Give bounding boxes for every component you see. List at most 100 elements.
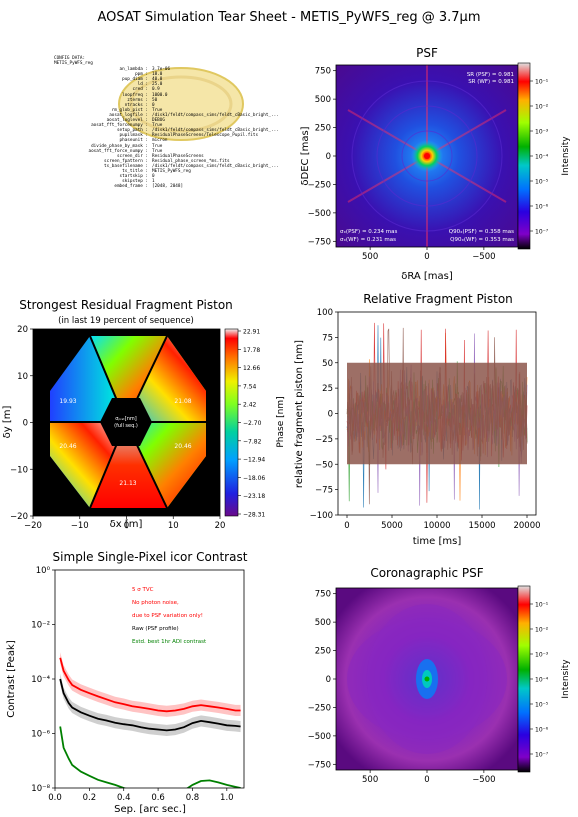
y-tick-label: 0 [326,675,331,685]
fragmap-ylabel: δy [m] [2,406,13,439]
y-tick-label: −75 [315,486,333,496]
x-tick-label: 0 [124,521,129,531]
x-tick-label: −20 [24,521,42,531]
fragmap-val-2: 21.08 [174,398,191,405]
y-tick-label: 250 [315,124,331,134]
colorbar-tick-label: 10⁻⁶ [535,727,549,734]
colorbar-tick-label: −18.06 [243,475,265,482]
config-value: DEBUG [152,118,165,123]
config-value: /disk1/feldt/compass_sims/feldt_cBasic_b… [152,163,279,169]
contrast-x-ticks: 0.0 0.2 0.4 0.6 0.8 1.0 [48,788,234,803]
coro-image [336,588,518,770]
x-tick-label: 0 [424,252,429,262]
y-tick-label: −500 [308,209,331,219]
y-tick-label: 25 [322,384,333,394]
config-value: micron [152,138,168,144]
x-tick-label: 0 [344,521,349,531]
coro-title: Coronagraphic PSF [370,566,483,580]
config-key: an_lambda : [119,67,148,72]
config-key: startskip : [119,174,148,180]
fragmap-y-ticks: 20 10 0 −10 −20 [10,325,33,522]
config-key: screen_fpattern : [104,158,148,164]
config-value: 18.0 [152,72,163,78]
y-tick-label: 0 [23,419,28,429]
colorbar-tick-label: 2.42 [243,402,257,409]
colorbar-tick-label: 10⁻¹ [535,79,549,86]
config-key: aosat_logfile : [109,112,148,118]
colorbar-tick-label: 12.66 [243,365,260,372]
y-tick-label: 250 [315,647,331,657]
y-tick-label: −25 [315,435,333,445]
colorbar-tick-label: 10⁻⁶ [535,204,549,211]
config-key: zterms : [127,97,148,103]
colorbar-tick-label: −7.82 [243,438,262,445]
y-tick-label: 10⁻⁴ [31,675,50,685]
config-value: True [152,107,163,113]
config-subheader: METIS_PyWFS_reg [54,61,93,66]
y-tick-label: 100 [317,308,333,318]
x-tick-label: 20000 [513,521,540,531]
y-tick-label: 750 [315,590,331,600]
psf-title: PSF [416,46,438,60]
colorbar-tick-label: 10⁻⁴ [535,154,549,161]
colorbar-tick-label: 10⁻² [535,104,549,111]
fragmap-val-4: 20.46 [174,443,191,450]
page-title: AOSAT Simulation Tear Sheet - METIS_PyWF… [97,10,481,25]
contrast-title: Simple Single-Pixel icor Contrast [53,550,248,564]
colorbar-tick-label: −12.94 [243,457,265,464]
config-key: phaseunit : [119,138,148,144]
colorbar-tick-label: 7.54 [243,383,257,390]
x-tick-label: 0.6 [151,793,165,803]
coro-figure: Coronagraphic PSF 750 500 250 0 −250 −500 −750… [308,566,571,785]
y-tick-label: 10⁻⁸ [31,784,50,794]
psf-figure: PSF SR (PSF) = 0.981 SR (WF) = 0.981 σₓ(… [300,46,571,282]
legend-entry: Raw (PSF profile) [132,626,179,632]
config-key: ld : [137,82,148,88]
config-key: loopfreq : [122,92,148,98]
legend-entry: due to PSF variation only! [132,613,203,619]
fragmap-val-5: 21.13 [119,480,136,487]
config-value: 1 [152,179,155,185]
x-tick-label: 5000 [381,521,403,531]
fragmap-x-ticks: −20 −10 0 10 20 [24,516,225,531]
config-key: embed_frame : [114,184,148,190]
piston-title: Relative Fragment Piston [363,292,513,306]
contrast-plot-area [59,652,241,788]
legend-entry: 5 σ TVC [132,587,154,593]
config-value: 0 [152,174,155,180]
psf-sigma-wf: σₓ(WF) = 0.231 mas [340,237,396,243]
colorbar-tick-label: 10⁻⁵ [535,179,549,186]
psf-q90-psf: Q90ₓ(PSF) = 0.358 mas [449,229,514,235]
fragmap-xlabel: δx [m] [110,519,143,530]
fragmap-colorbar-label: Phase [nm] [276,396,286,447]
fragmap-colorbar-ticks: 22.91 17.78 12.66 7.54 2.42 −2.70 −7.82 −12.94 −… [238,329,265,519]
config-value: /disk1/feldt/compass_sims/feldt_cBasic_b… [152,112,279,118]
y-tick-label: 10⁻⁶ [31,730,50,740]
colorbar-tick-label: 10⁻³ [535,652,549,659]
y-tick-label: −10 [10,465,28,475]
x-tick-label: 0.8 [186,793,200,803]
x-tick-label: 0.2 [83,793,97,803]
psf-xlabel: δRA [mas] [401,271,453,282]
psf-colorbar-ticks: 10⁻¹ 10⁻² 10⁻³ 10⁻⁴ 10⁻⁵ 10⁻⁶ 10⁻⁷ [530,79,549,236]
fragment-map-figure: Strongest Residual Fragment Piston (in l… [2,298,286,531]
config-key: rm_glob_pist : [111,107,148,113]
fragmap-val-3: 20.46 [59,443,76,450]
config-key: setup_path : [116,128,148,134]
piston-ylabel: relative fragment piston [nm] [294,340,305,488]
config-key: aosat_fft_force_numpy : [88,148,149,154]
config-key: ts_basefilename : [104,163,148,169]
config-value: 1000.0 [152,92,168,98]
config-key: aosat_fft_forcenumpy : [91,123,148,129]
y-tick-label: −750 [308,760,331,770]
config-block: CONFIG DATA: METIS_PyWFS_reg an_lambda :… [46,56,286,206]
config-value: 0 [152,102,155,108]
colorbar-tick-label: −2.70 [243,420,262,427]
y-tick-label: 750 [315,67,331,77]
contrast-xlabel: Sep. [arc sec.] [114,804,186,815]
config-header: CONFIG DATA: [54,56,86,61]
piston-x-ticks: 0 5000 10000 15000 20000 [344,515,541,531]
colorbar-tick-label: 10⁻² [535,627,549,634]
colorbar-tick-label: 10⁻⁵ [535,702,549,709]
piston-plot-area [346,322,528,510]
